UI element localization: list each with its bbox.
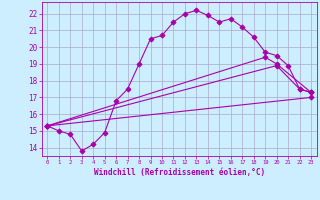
X-axis label: Windchill (Refroidissement éolien,°C): Windchill (Refroidissement éolien,°C): [94, 168, 265, 177]
